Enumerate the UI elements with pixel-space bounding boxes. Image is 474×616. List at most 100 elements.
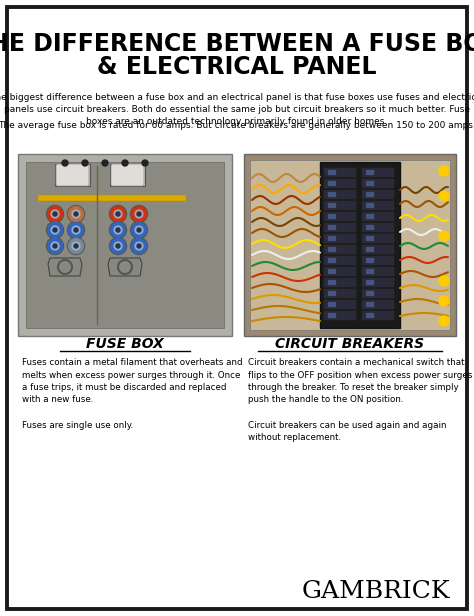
Circle shape	[47, 238, 63, 254]
Polygon shape	[48, 258, 82, 276]
FancyBboxPatch shape	[111, 164, 144, 186]
Circle shape	[142, 160, 148, 166]
Circle shape	[53, 244, 57, 248]
Circle shape	[46, 222, 64, 238]
Circle shape	[116, 228, 120, 232]
Bar	[362, 300, 394, 309]
Bar	[366, 203, 374, 208]
Bar	[250, 160, 450, 330]
Bar	[324, 201, 356, 210]
Circle shape	[131, 238, 146, 254]
Bar	[328, 181, 336, 186]
Bar	[362, 190, 394, 199]
Bar	[328, 247, 336, 252]
Circle shape	[110, 206, 126, 222]
Circle shape	[53, 212, 57, 216]
Circle shape	[67, 206, 84, 222]
Circle shape	[439, 316, 449, 326]
Bar	[362, 267, 394, 276]
Polygon shape	[108, 258, 142, 276]
Circle shape	[439, 276, 449, 286]
Circle shape	[130, 238, 147, 254]
Bar	[366, 302, 374, 307]
Bar	[328, 192, 336, 197]
Bar	[362, 201, 394, 210]
Circle shape	[102, 160, 108, 166]
Circle shape	[62, 160, 68, 166]
Bar	[324, 256, 356, 265]
Bar	[366, 313, 374, 318]
Circle shape	[135, 226, 143, 234]
Circle shape	[131, 206, 146, 222]
Circle shape	[47, 206, 63, 222]
Circle shape	[69, 238, 83, 254]
Circle shape	[439, 166, 449, 176]
Bar	[362, 179, 394, 188]
Circle shape	[110, 222, 126, 238]
Circle shape	[131, 222, 146, 238]
Bar	[55, 164, 90, 186]
Circle shape	[69, 206, 83, 222]
Circle shape	[110, 238, 126, 254]
Circle shape	[116, 212, 120, 216]
Text: The average fuse box is rated for 60 amps. But circute breakers are generally be: The average fuse box is rated for 60 amp…	[0, 121, 474, 131]
Circle shape	[135, 210, 143, 218]
Bar	[320, 162, 400, 328]
Text: Circuit breakers contain a mechanical switch that
flips to the OFF position when: Circuit breakers contain a mechanical sw…	[248, 358, 473, 442]
Bar	[362, 289, 394, 298]
Bar	[324, 190, 356, 199]
Bar	[110, 164, 145, 186]
Circle shape	[47, 222, 63, 238]
Bar	[366, 192, 374, 197]
Circle shape	[74, 228, 78, 232]
Circle shape	[82, 160, 88, 166]
Bar	[362, 168, 394, 177]
Text: The biggest difference between a fuse box and an electrical panel is that fuse b: The biggest difference between a fuse bo…	[0, 93, 474, 126]
Bar	[324, 212, 356, 221]
Bar	[362, 212, 394, 221]
Bar	[324, 245, 356, 254]
Bar	[324, 179, 356, 188]
Circle shape	[116, 244, 120, 248]
Bar	[366, 181, 374, 186]
Bar	[328, 225, 336, 230]
Bar	[328, 236, 336, 241]
Bar	[366, 280, 374, 285]
Bar	[324, 289, 356, 298]
Circle shape	[67, 222, 84, 238]
Bar	[244, 154, 456, 336]
Circle shape	[439, 191, 449, 201]
Bar	[324, 311, 356, 320]
Text: GAMBRICK: GAMBRICK	[301, 580, 450, 602]
Circle shape	[109, 206, 127, 222]
Circle shape	[109, 222, 127, 238]
Bar	[366, 258, 374, 263]
Bar	[366, 269, 374, 274]
Bar	[324, 168, 356, 177]
Bar	[26, 162, 224, 328]
Bar	[328, 280, 336, 285]
Bar	[366, 247, 374, 252]
Text: & ELECTRICAL PANEL: & ELECTRICAL PANEL	[97, 55, 377, 79]
Bar	[324, 223, 356, 232]
Bar	[362, 223, 394, 232]
Text: Fuses contain a metal filament that overheats and
melts when excess power surges: Fuses contain a metal filament that over…	[22, 358, 243, 429]
Bar	[362, 245, 394, 254]
Bar	[366, 225, 374, 230]
Bar	[366, 236, 374, 241]
Circle shape	[72, 210, 80, 218]
Circle shape	[51, 226, 59, 234]
Bar	[362, 278, 394, 287]
Bar	[328, 170, 336, 175]
Text: FUSE BOX: FUSE BOX	[86, 337, 164, 351]
Circle shape	[137, 212, 141, 216]
Bar	[362, 256, 394, 265]
Circle shape	[439, 231, 449, 241]
Bar	[366, 214, 374, 219]
Circle shape	[74, 212, 78, 216]
Bar	[328, 313, 336, 318]
Circle shape	[137, 244, 141, 248]
Bar	[328, 291, 336, 296]
Bar	[362, 311, 394, 320]
Bar	[328, 269, 336, 274]
